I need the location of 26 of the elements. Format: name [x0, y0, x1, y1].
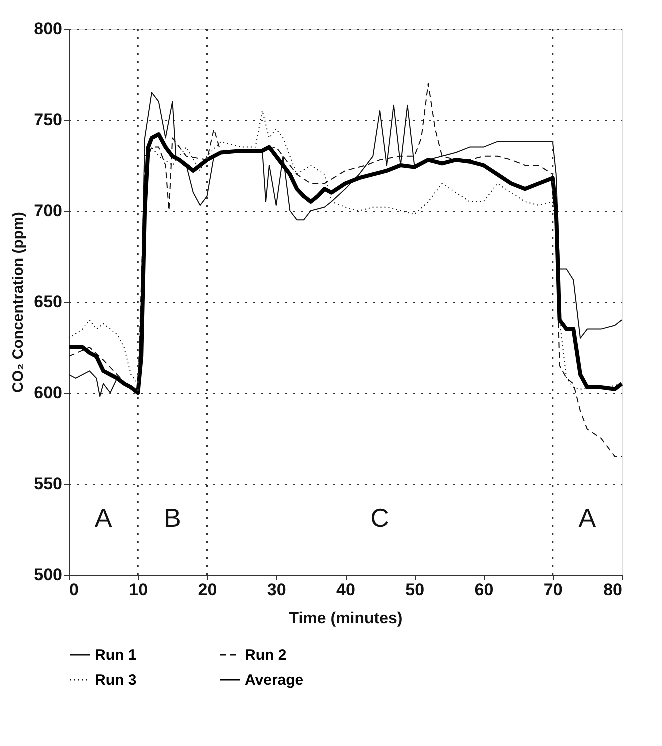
x-tick-label: 0	[70, 580, 79, 600]
x-tick-label: 80	[604, 580, 622, 600]
annotation: B	[164, 503, 182, 533]
y-tick-label: 600	[34, 384, 62, 402]
x-tick-label: 40	[336, 580, 356, 600]
x-tick-label: 20	[198, 580, 218, 600]
legend-label: Run 1	[95, 647, 137, 664]
annotation: A	[578, 503, 597, 533]
x-tick-label: 30	[267, 580, 286, 600]
x-tick-label: 70	[544, 580, 563, 600]
y-tick-label: 800	[34, 20, 62, 38]
y-tick-label: 700	[34, 202, 62, 220]
y-tick-label: 550	[34, 474, 62, 494]
legend-label: Run 3	[95, 672, 137, 689]
legend-label: Average	[245, 672, 304, 689]
x-axis-title: Time (minutes)	[289, 610, 403, 628]
annotation: A	[94, 503, 113, 533]
y-tick-label: 750	[34, 110, 62, 130]
x-tick-label: 10	[129, 580, 148, 600]
annotation: C	[370, 503, 390, 533]
x-tick-label: 60	[474, 580, 494, 600]
x-tick-label: 50	[406, 580, 425, 600]
y-axis-title: CO₂ Concentration (ppm)	[10, 212, 28, 393]
legend-label: Run 2	[245, 647, 287, 664]
y-tick-label: 650	[34, 292, 62, 312]
y-tick-label: 500	[34, 566, 62, 584]
